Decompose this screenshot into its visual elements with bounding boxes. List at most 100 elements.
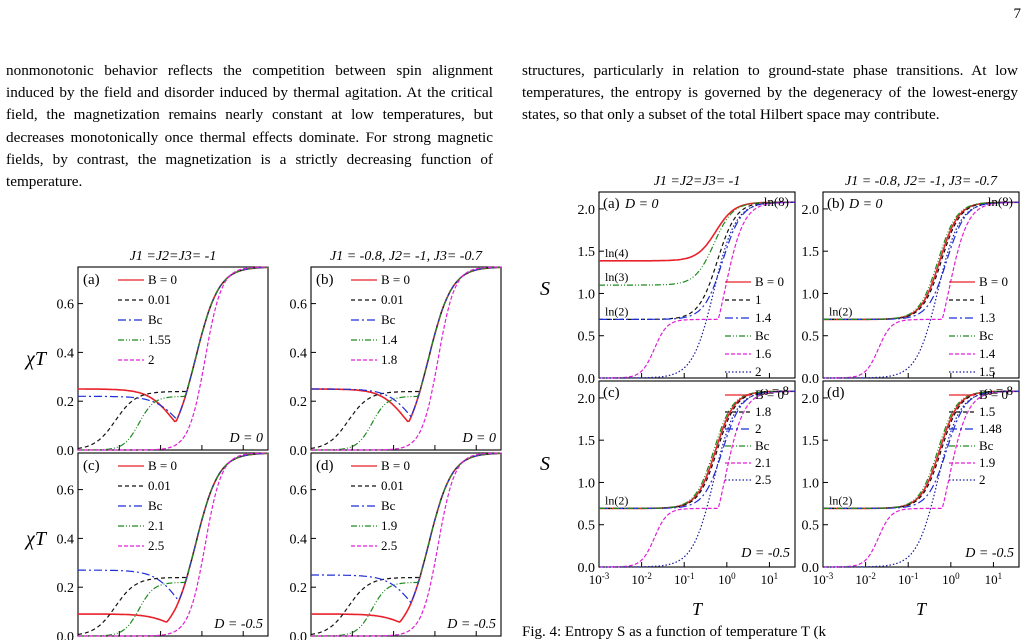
entropy-panel-d-curve bbox=[823, 390, 1019, 509]
entropy-panel-b-ytick-label: 1.5 bbox=[802, 245, 820, 260]
entropy-panel-d-ytick-label: 1.0 bbox=[802, 476, 820, 491]
chi-panel-d-legend-label: 0.01 bbox=[381, 478, 404, 493]
entropy-panel-c-ytick-label: 1.5 bbox=[578, 434, 596, 449]
entropy-panel-a-ytick-label: 1.5 bbox=[578, 245, 596, 260]
chi-panel-b-D: D = 0 bbox=[461, 431, 496, 446]
entropy-panel-a-curve bbox=[599, 201, 795, 379]
chi-panel-d-ytick-label: 0.0 bbox=[290, 630, 308, 640]
entropy-panel-d-ln-label: ln(2) bbox=[829, 493, 852, 507]
entropy-xlabel-left: T bbox=[692, 599, 704, 619]
chi-panel-b-curve bbox=[311, 266, 502, 423]
entropy-panel-a-legend-label: 1.4 bbox=[755, 310, 772, 325]
entropy-panel-d-curve bbox=[823, 390, 1019, 509]
entropy-panel-d-curve bbox=[823, 390, 1019, 568]
chi-panel-c-legend-label: 0.01 bbox=[148, 478, 171, 493]
chi-panel-b-legend-label: Bc bbox=[381, 312, 396, 327]
chi-panel-c-label: (c) bbox=[83, 458, 100, 474]
entropy-panel-d-xtick-label: 101 bbox=[985, 571, 1003, 587]
chi-panel-a-curve bbox=[77, 266, 269, 450]
entropy-panel-a-ln-label: ln(3) bbox=[605, 270, 628, 284]
entropy-panel-a-curve bbox=[599, 201, 795, 286]
chi-panel-d-ytick-label: 0.6 bbox=[290, 484, 308, 499]
entropy-panel-c-label: (c) bbox=[603, 385, 620, 401]
entropy-panel-c-xtick-label: 10-1 bbox=[674, 571, 695, 587]
chi-panel-a-ytick-label: 0.4 bbox=[57, 346, 75, 361]
entropy-panel-c-tag: ω = 8 bbox=[760, 383, 789, 398]
chi-panel-c-curve bbox=[78, 452, 269, 623]
entropy-panel-d-legend-label: B = 0 bbox=[979, 387, 1008, 402]
chi-panel-d-legend-label: B = 0 bbox=[381, 458, 410, 473]
chi-ylabel-bottom: χT bbox=[24, 528, 48, 550]
entropy-panel-b-ytick-label: 1.0 bbox=[802, 287, 820, 302]
entropy-panel-b-curve bbox=[823, 201, 1019, 379]
entropy-panel-c-ytick-label: 0.0 bbox=[578, 561, 596, 576]
entropy-panel-d-ytick-label: 1.5 bbox=[802, 434, 820, 449]
entropy-panel-b-label: (b) bbox=[827, 196, 845, 212]
chi-panel-d-legend-label: Bc bbox=[381, 498, 396, 513]
entropy-panel-a-curve bbox=[599, 201, 795, 320]
entropy-panel-b-ln-label: ln(2) bbox=[829, 304, 852, 318]
chi-figure: J1 =J2=J3= -1 J1 = -0.8, J2= -1, J3= -0.7… bbox=[24, 249, 502, 640]
chi-col-title-right: J1 = -0.8, J2= -1, J3= -0.7 bbox=[330, 249, 483, 264]
entropy-panel-c-legend-label: 2.5 bbox=[755, 472, 771, 487]
entropy-panel-b-D: D = 0 bbox=[848, 197, 883, 212]
entropy-panel-b-curve bbox=[823, 201, 1019, 321]
chi-panel-b-curve bbox=[311, 266, 501, 451]
entropy-panel-a-label: (a) bbox=[603, 196, 620, 212]
entropy-panel-d-legend-label: 1.48 bbox=[979, 421, 1002, 436]
chi-panel-a-curve bbox=[78, 266, 269, 420]
entropy-panel-c-legend-label: Bc bbox=[755, 438, 770, 453]
chi-panel-d-D: D = -0.5 bbox=[446, 617, 496, 632]
chi-panel-b-ytick-label: 0.4 bbox=[290, 346, 308, 361]
entropy-panel-d-xtick-label: 100 bbox=[942, 571, 960, 587]
right-paragraph: structures, particularly in relation to … bbox=[522, 62, 1018, 124]
chi-panel-a-ytick-label: 0.2 bbox=[57, 395, 75, 410]
chi-panel-b-curve bbox=[310, 266, 502, 450]
entropy-figure: J1 =J2=J3= -1 J1 = -0.8, J2= -1, J3= -0.7… bbox=[540, 174, 1020, 619]
chi-panel-c-curve bbox=[78, 452, 269, 601]
entropy-panel-b-ytick-label: 0.5 bbox=[802, 330, 820, 345]
entropy-panel-d-xtick-label: 10-1 bbox=[898, 571, 919, 587]
entropy-panel-b-curve bbox=[823, 201, 1019, 320]
entropy-panel-d-legend-label: Bc bbox=[979, 438, 994, 453]
entropy-panel-b-curve bbox=[823, 201, 1019, 320]
chi-panel-c-ytick-label: 0.0 bbox=[57, 630, 75, 640]
entropy-panel-b-curve bbox=[823, 201, 1019, 379]
entropy-panel-b-tag: ln(8) bbox=[988, 194, 1013, 209]
chi-panel-c-legend-label: B = 0 bbox=[148, 458, 177, 473]
entropy-panel-d-label: (d) bbox=[827, 385, 845, 401]
chi-panel-c-ytick-label: 0.2 bbox=[57, 581, 75, 596]
entropy-panel-d-ytick-label: 0.5 bbox=[802, 519, 820, 534]
entropy-panel-a-ytick-label: 2.0 bbox=[578, 203, 596, 218]
chi-panel-b-legend-label: 1.8 bbox=[381, 352, 397, 367]
chi-panel-a-D: D = 0 bbox=[228, 431, 263, 446]
chi-panel-a-curve bbox=[78, 266, 269, 451]
entropy-ylabel-bottom: S bbox=[540, 453, 550, 475]
entropy-panel-b-ytick-label: 2.0 bbox=[802, 203, 820, 218]
entropy-panel-a-tag: ln(8) bbox=[764, 194, 789, 209]
entropy-panel-d-curve bbox=[823, 390, 1019, 568]
entropy-panel-c-ytick-label: 1.0 bbox=[578, 476, 596, 491]
chi-panel-b-frame bbox=[310, 266, 502, 451]
chi-panel-c-curve bbox=[78, 452, 269, 637]
entropy-panel-c-ytick-label: 0.5 bbox=[578, 519, 596, 534]
entropy-panel-c-ln-label: ln(2) bbox=[605, 493, 628, 507]
chi-panel-b-ytick-label: 0.2 bbox=[290, 395, 308, 410]
chi-panel-a-frame bbox=[77, 266, 269, 451]
entropy-panel-d-xtick-label: 10-2 bbox=[855, 571, 876, 587]
chi-panel-d-curve bbox=[311, 452, 502, 604]
chi-panel-c-ytick-label: 0.6 bbox=[57, 484, 75, 499]
chi-panel-c-legend-label: 2.5 bbox=[148, 538, 164, 553]
chi-panel-a-legend-label: 0.01 bbox=[148, 292, 171, 307]
chi-panel-a-legend-label: Bc bbox=[148, 312, 163, 327]
chi-panel-d-label: (d) bbox=[316, 458, 334, 474]
entropy-panel-a-legend-label: 1 bbox=[755, 292, 762, 307]
entropy-panel-d-frame bbox=[822, 380, 1020, 568]
chi-panel-d-legend-label: 2.5 bbox=[381, 538, 397, 553]
chi-panel-a-label: (a) bbox=[83, 272, 100, 288]
entropy-panel-a-legend-label: 1.6 bbox=[755, 346, 772, 361]
entropy-panel-c-xtick-label: 101 bbox=[761, 571, 779, 587]
entropy-panel-c-xtick-label: 100 bbox=[718, 571, 736, 587]
entropy-panel-b-legend-label: Bc bbox=[979, 328, 994, 343]
chi-panel-b-legend-label: B = 0 bbox=[381, 272, 410, 287]
